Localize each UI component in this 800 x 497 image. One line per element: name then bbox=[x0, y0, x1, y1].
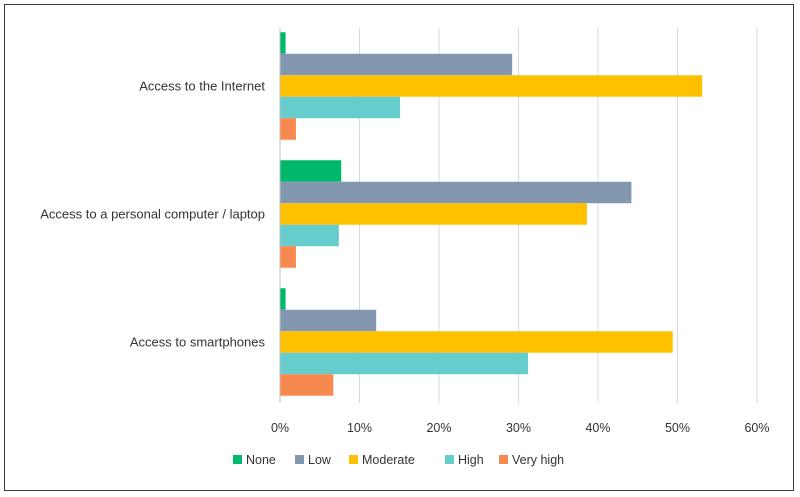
x-tick-label: 60% bbox=[744, 421, 769, 435]
legend-swatch bbox=[233, 455, 242, 464]
x-tick-label: 30% bbox=[506, 421, 531, 435]
legend-label: None bbox=[246, 453, 276, 467]
x-tick-label: 40% bbox=[585, 421, 610, 435]
bar bbox=[280, 246, 296, 268]
legend-swatch bbox=[295, 455, 304, 464]
x-tick-label: 10% bbox=[347, 421, 372, 435]
bar bbox=[280, 288, 286, 310]
category-labels: Access to the Internet Access to a person… bbox=[40, 79, 265, 350]
bar bbox=[280, 203, 587, 225]
bar bbox=[280, 374, 334, 396]
bar bbox=[280, 331, 673, 353]
legend: None Low Moderate High Very high bbox=[233, 453, 564, 467]
bar bbox=[280, 96, 401, 119]
category-label: Access to a personal computer / laptop bbox=[40, 207, 265, 222]
legend-label: Moderate bbox=[362, 453, 415, 467]
bar bbox=[280, 75, 703, 97]
bar bbox=[280, 352, 529, 375]
bar-series bbox=[280, 32, 703, 396]
bar bbox=[280, 224, 339, 247]
x-tick-label: 0% bbox=[271, 421, 289, 435]
x-tick-labels: 0% 10% 20% 30% 40% 50% 60% bbox=[271, 421, 770, 435]
bar bbox=[280, 181, 632, 204]
legend-swatch bbox=[349, 455, 358, 464]
bar bbox=[280, 309, 377, 332]
x-tick-label: 50% bbox=[665, 421, 690, 435]
bar bbox=[280, 118, 296, 140]
bar bbox=[280, 53, 513, 76]
legend-label: Low bbox=[308, 453, 332, 467]
legend-swatch bbox=[499, 455, 508, 464]
legend-label: Very high bbox=[512, 453, 564, 467]
bar bbox=[280, 160, 342, 182]
legend-swatch bbox=[445, 455, 454, 464]
legend-label: High bbox=[458, 453, 484, 467]
category-label: Access to the Internet bbox=[139, 79, 265, 94]
bar bbox=[280, 32, 286, 54]
x-tick-label: 20% bbox=[426, 421, 451, 435]
category-label: Access to smartphones bbox=[130, 335, 266, 350]
